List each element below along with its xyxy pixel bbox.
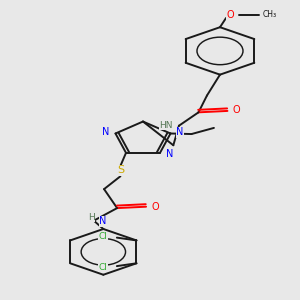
Text: N: N	[99, 216, 107, 226]
Text: N: N	[166, 149, 173, 159]
Text: N: N	[176, 128, 184, 137]
Text: O: O	[227, 10, 235, 20]
Text: Cl: Cl	[98, 232, 107, 241]
Text: CH₃: CH₃	[262, 10, 277, 19]
Text: H: H	[88, 213, 95, 222]
Text: S: S	[117, 165, 124, 175]
Text: O: O	[152, 202, 159, 212]
Text: N: N	[101, 128, 109, 137]
Text: HN: HN	[159, 121, 172, 130]
Text: O: O	[233, 105, 241, 116]
Text: Cl: Cl	[98, 263, 107, 272]
